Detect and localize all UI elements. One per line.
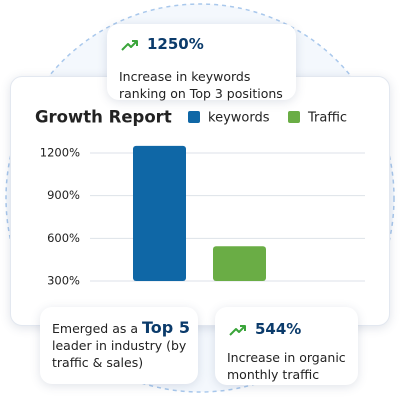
y-tick-label: 600% [47,231,80,245]
callout-head: 1250% [121,36,204,53]
legend-label: keywords [208,111,270,126]
rank-callout: Emerged as a Top 5 leader in industry (b… [40,307,198,384]
callout-text: Emerged as a Top 5 leader in industry (b… [52,319,196,371]
trend-icon [121,39,138,51]
bar [213,246,266,281]
text: Emerged as a [52,321,139,336]
callout-value: 1250% [147,35,204,53]
callout-text: Increase in keywords ranking on Top 3 po… [119,69,283,101]
trend-icon [229,324,246,336]
legend-label: Traffic [307,111,347,126]
keywords-callout: 1250% Increase in keywords ranking on To… [107,24,296,101]
callout-head: 544% [229,321,301,338]
legend-swatch [288,111,300,123]
callout-text: Increase in organic monthly traffic [227,350,346,382]
chart-title: Growth Report [35,108,172,127]
traffic-callout: 544% Increase in organic monthly traffic [215,307,358,385]
legend-swatch [188,111,200,123]
callout-value: 544% [255,320,302,338]
highlight: Top 5 [142,318,190,337]
y-tick-label: 1200% [40,146,80,160]
text: leader in industry (by traffic & sales) [52,338,187,370]
bar [133,145,186,281]
y-tick-label: 900% [47,188,80,202]
y-tick-label: 300% [47,274,80,288]
